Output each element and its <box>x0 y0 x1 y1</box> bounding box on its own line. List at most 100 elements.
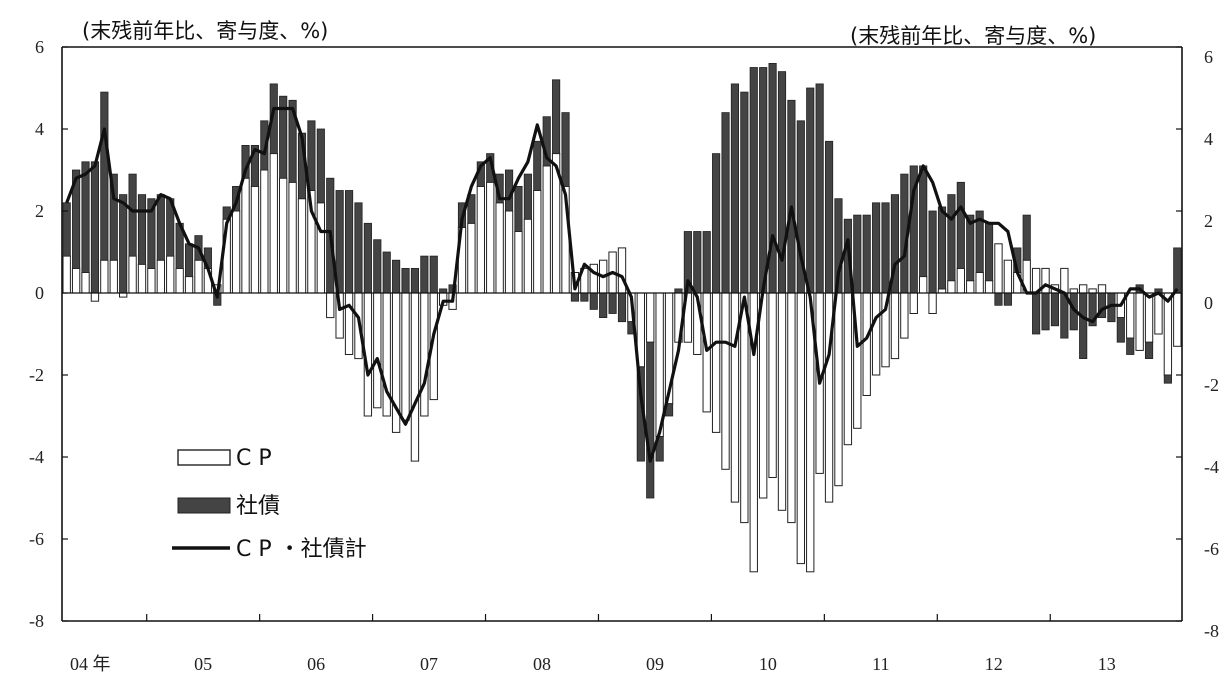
bond-bar <box>147 198 156 269</box>
cp-bar <box>401 292 410 421</box>
y-tick-label-left: 2 <box>35 201 44 221</box>
bond-bar <box>1079 292 1088 359</box>
right-axis-unit-label: (末残前年比、寄与度、%) <box>850 24 1097 48</box>
x-tick-label: 09 <box>646 654 664 674</box>
bond-bar <box>806 87 815 294</box>
cp-bar <box>495 202 504 294</box>
y-tick-label-right: -6 <box>1204 539 1219 559</box>
x-tick-label: 12 <box>985 654 1003 674</box>
bond-bar <box>693 231 702 294</box>
bond-bar <box>420 255 429 294</box>
bond-bar <box>702 231 711 294</box>
cp-bar <box>71 267 81 294</box>
bond-bar <box>533 140 542 191</box>
y-tick-label-right: -8 <box>1204 621 1219 641</box>
cp-bar <box>410 292 420 462</box>
x-tick-label: 11 <box>872 654 889 674</box>
bond-bar <box>363 222 372 294</box>
cp-bar <box>1088 288 1097 294</box>
cp-bar <box>1041 267 1050 294</box>
cp-bar <box>966 280 975 294</box>
cp-bar <box>344 292 354 355</box>
cp-bar <box>862 292 871 396</box>
legend-bond-swatch <box>177 497 231 514</box>
cp-bar <box>504 210 514 294</box>
cp-bar <box>1126 292 1135 339</box>
cp-bar <box>947 280 956 294</box>
bond-bar <box>156 194 165 261</box>
bond-bar <box>410 267 420 294</box>
cp-bar <box>194 259 203 294</box>
cp-bar <box>834 292 843 487</box>
cp-bar <box>937 288 947 294</box>
bond-bar <box>260 120 269 171</box>
y-tick-label-left: 0 <box>35 283 44 303</box>
bond-bar <box>617 292 627 323</box>
cp-bar <box>994 243 1003 294</box>
cp-bar <box>279 177 288 294</box>
cp-bar <box>533 190 542 294</box>
cp-bar <box>759 292 768 499</box>
bond-bar <box>1041 292 1050 331</box>
cp-bar <box>740 292 749 524</box>
cp-bar <box>984 280 994 294</box>
cp-bar <box>711 292 721 433</box>
y-tick-label-left: -2 <box>29 365 44 385</box>
bond-bar <box>730 83 740 294</box>
bond-bar <box>184 243 194 278</box>
y-tick-label-right: 0 <box>1204 293 1213 313</box>
bond-bar <box>1116 317 1125 343</box>
bond-bar <box>787 99 796 294</box>
cp-bar <box>147 267 156 294</box>
bond-bar <box>109 173 118 261</box>
bond-bar <box>344 190 354 294</box>
cp-bar <box>900 292 909 339</box>
cp-bar <box>890 292 900 360</box>
cp-bar <box>119 292 128 298</box>
cp-bar <box>928 292 937 314</box>
bond-bar <box>1173 247 1182 294</box>
cp-bar <box>1173 292 1182 347</box>
cp-bar <box>166 255 175 294</box>
cp-bar <box>975 272 984 294</box>
x-tick-label: 06 <box>307 654 325 674</box>
bond-bar <box>1003 292 1012 306</box>
cp-bar <box>100 259 109 294</box>
cp-bar <box>796 292 805 565</box>
bond-bar <box>250 144 260 187</box>
cp-bar <box>514 231 523 294</box>
cp-bar <box>62 255 71 294</box>
cp-bar <box>231 210 241 294</box>
bond-bar <box>947 194 956 282</box>
cp-bar <box>1060 267 1069 294</box>
bond-bar <box>853 214 862 294</box>
cp-bar <box>297 198 307 294</box>
cp-bar <box>288 181 297 294</box>
bond-bar <box>712 153 721 294</box>
y-tick-label-right: -4 <box>1204 457 1219 477</box>
y-tick-label-right: -2 <box>1204 375 1219 395</box>
cp-bar <box>909 292 918 314</box>
bond-bar <box>966 214 975 282</box>
bond-bar <box>872 202 881 294</box>
bond-bar <box>1126 337 1135 355</box>
y-tick-label-left: 4 <box>35 119 44 139</box>
y-tick-label-right: 6 <box>1204 47 1213 67</box>
cp-bar <box>702 292 711 413</box>
bond-bar <box>354 202 363 294</box>
bond-bar <box>759 67 768 294</box>
cp-bar <box>768 292 777 478</box>
cp-bar <box>250 185 260 294</box>
cp-bar <box>542 165 551 294</box>
cp-bar <box>843 292 853 446</box>
bond-bar <box>956 181 965 269</box>
cp-bar <box>1144 292 1154 343</box>
bond-bar <box>646 341 655 499</box>
bond-bar <box>937 206 947 290</box>
bond-bar <box>721 112 730 294</box>
y-tick-label-left: -6 <box>29 529 44 549</box>
cp-bar <box>184 276 194 294</box>
bond-bar <box>373 239 382 294</box>
bond-bar <box>862 214 871 294</box>
